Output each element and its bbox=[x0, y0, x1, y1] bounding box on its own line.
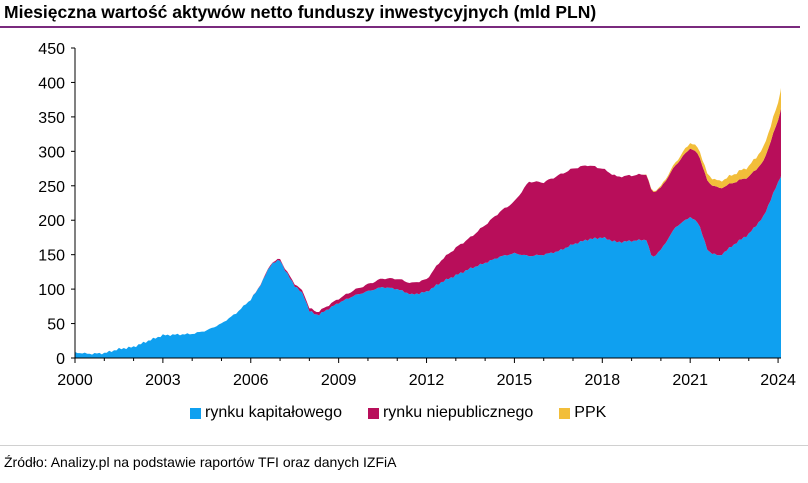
legend-item-rynku-kapitalowego: rynku kapitałowego bbox=[190, 404, 342, 422]
x-tick-label-2021: 2021 bbox=[672, 372, 708, 389]
y-tick-label-200: 200 bbox=[38, 213, 65, 230]
legend-swatch-rynku-niepublicznego bbox=[367, 407, 379, 419]
area-series-rynku-kapitalowego bbox=[75, 176, 781, 358]
x-tick-label-2018: 2018 bbox=[585, 372, 621, 389]
legend-label-rynku-niepublicznego: rynku niepublicznego bbox=[382, 404, 534, 421]
y-tick-label-250: 250 bbox=[38, 179, 65, 196]
area-layer bbox=[75, 87, 781, 358]
legend-label-rynku-kapitalowego: rynku kapitałowego bbox=[205, 404, 342, 421]
legend-swatch-ppk bbox=[559, 407, 571, 419]
legend: rynku kapitałowego rynku niepublicznego … bbox=[190, 404, 606, 422]
chart: 0 50 100 150 200 250 300 350 400 450 2000 2003 2006 2… bbox=[38, 41, 796, 389]
y-tick-label-0: 0 bbox=[56, 351, 65, 368]
y-tick-label-50: 50 bbox=[47, 317, 65, 334]
x-tick-label-2009: 2009 bbox=[321, 372, 357, 389]
y-tick-label-150: 150 bbox=[38, 248, 65, 265]
title-rule bbox=[0, 26, 800, 28]
x-tick-label-2000: 2000 bbox=[57, 372, 93, 389]
y-tick-label-400: 400 bbox=[38, 75, 65, 92]
legend-label-ppk: PPK bbox=[574, 404, 607, 421]
y-tick-label-350: 350 bbox=[38, 110, 65, 127]
legend-item-rynku-niepublicznego: rynku niepublicznego bbox=[367, 404, 534, 422]
y-tick-label-100: 100 bbox=[38, 282, 65, 299]
x-tick-label-2012: 2012 bbox=[409, 372, 445, 389]
legend-item-ppk: PPK bbox=[559, 404, 606, 422]
x-tick-label-2015: 2015 bbox=[497, 372, 533, 389]
legend-swatch-rynku-kapitalowego bbox=[190, 407, 201, 419]
x-tick-label-2006: 2006 bbox=[233, 372, 269, 389]
axes-layer: 0 50 100 150 200 250 300 350 400 450 2000 2003 2006 2… bbox=[38, 41, 796, 389]
x-tick-label-2024: 2024 bbox=[760, 372, 796, 389]
y-tick-label-300: 300 bbox=[38, 144, 65, 161]
area-series-rynku-niepublicznego bbox=[75, 108, 781, 355]
chart-title: Miesięczna wartość aktywów netto fundusz… bbox=[4, 2, 597, 22]
y-tick-label-450: 450 bbox=[38, 41, 65, 58]
x-tick-label-2003: 2003 bbox=[145, 372, 181, 389]
source-note: Źródło: Analizy.pl na podstawie raportów… bbox=[4, 454, 397, 470]
source-rule bbox=[0, 445, 808, 446]
